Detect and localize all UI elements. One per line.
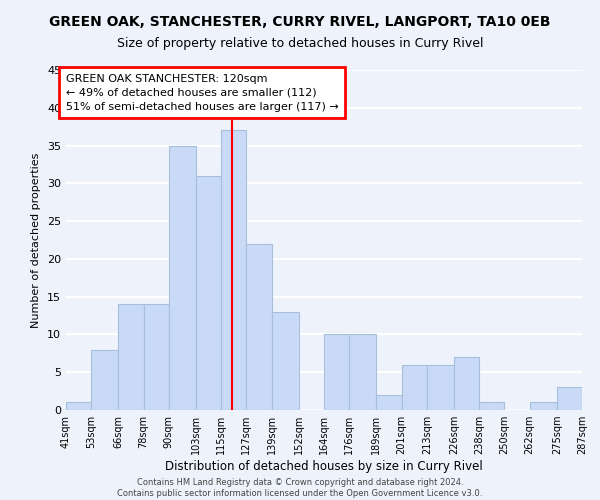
Bar — [530, 402, 557, 410]
Bar — [454, 357, 479, 410]
Y-axis label: Number of detached properties: Number of detached properties — [31, 152, 41, 328]
Text: Contains HM Land Registry data © Crown copyright and database right 2024.
Contai: Contains HM Land Registry data © Crown c… — [118, 478, 482, 498]
Bar — [221, 130, 247, 410]
Bar — [349, 334, 376, 410]
Bar — [66, 402, 91, 410]
X-axis label: Distribution of detached houses by size in Curry Rivel: Distribution of detached houses by size … — [165, 460, 483, 473]
Bar — [143, 304, 169, 410]
Bar — [324, 334, 349, 410]
Text: GREEN OAK, STANCHESTER, CURRY RIVEL, LANGPORT, TA10 0EB: GREEN OAK, STANCHESTER, CURRY RIVEL, LAN… — [49, 15, 551, 29]
Bar — [479, 402, 505, 410]
Bar — [427, 364, 454, 410]
Text: Size of property relative to detached houses in Curry Rivel: Size of property relative to detached ho… — [117, 38, 483, 51]
Bar — [557, 388, 582, 410]
Bar — [196, 176, 221, 410]
Text: GREEN OAK STANCHESTER: 120sqm
← 49% of detached houses are smaller (112)
51% of : GREEN OAK STANCHESTER: 120sqm ← 49% of d… — [66, 74, 339, 112]
Bar — [376, 395, 401, 410]
Bar — [91, 350, 118, 410]
Bar — [401, 364, 427, 410]
Bar — [118, 304, 143, 410]
Bar — [272, 312, 299, 410]
Bar — [247, 244, 272, 410]
Bar — [169, 146, 196, 410]
